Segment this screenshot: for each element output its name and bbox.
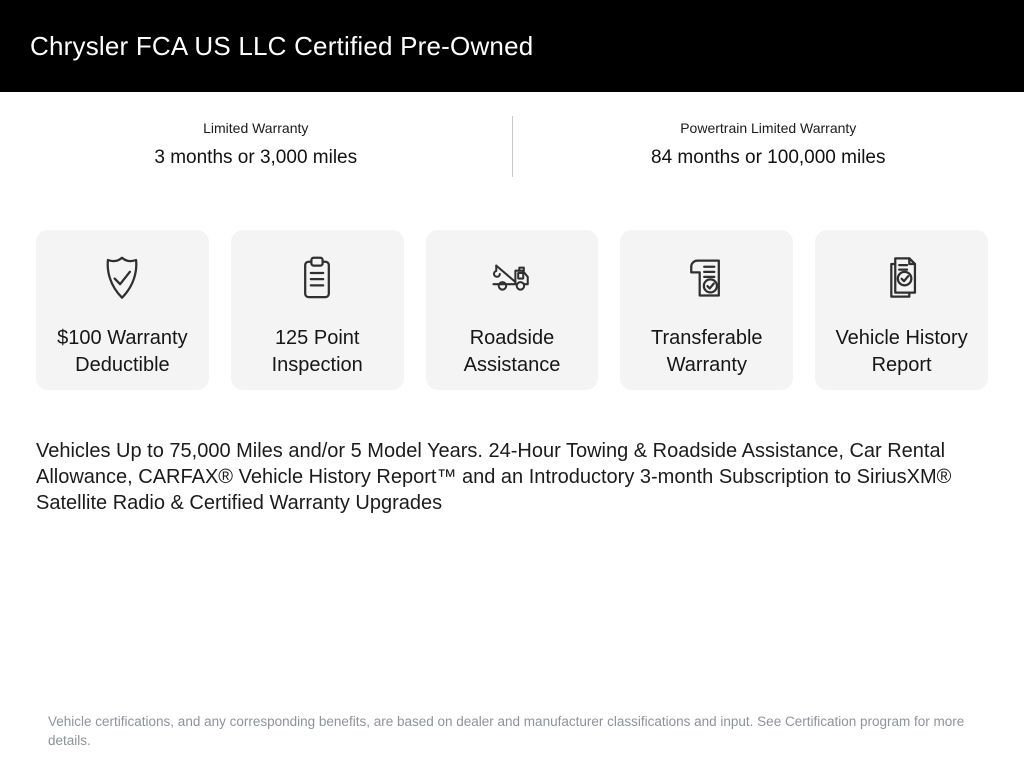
benefit-label: Roadside Assistance	[463, 327, 561, 376]
vertical-divider	[511, 116, 513, 177]
benefit-card-history: Vehicle History Report	[815, 230, 988, 390]
page-header: Chrysler FCA US LLC Certified Pre-Owned	[0, 0, 1024, 92]
benefit-card-transferable: Transferable Warranty	[620, 230, 794, 390]
shield-check-icon	[95, 249, 149, 307]
warranty-summary: Limited Warranty 3 months or 3,000 miles…	[0, 114, 1024, 179]
scroll-check-icon	[680, 249, 734, 307]
tow-truck-icon	[485, 249, 539, 307]
benefit-label: Transferable Warranty	[651, 327, 763, 376]
powertrain-warranty-label: Powertrain Limited Warranty	[680, 120, 857, 136]
powertrain-warranty-block: Powertrain Limited Warranty 84 months or…	[513, 114, 1024, 179]
limited-warranty-block: Limited Warranty 3 months or 3,000 miles	[0, 114, 512, 179]
limited-warranty-label: Limited Warranty	[203, 120, 309, 136]
benefit-label: 125 Point Inspection	[271, 327, 363, 376]
page-title: Chrysler FCA US LLC Certified Pre-Owned	[30, 30, 534, 61]
benefit-card-inspection: 125 Point Inspection	[230, 230, 404, 390]
benefit-card-deductible: $100 Warranty Deductible	[36, 230, 209, 390]
benefit-label: Vehicle History Report	[835, 327, 968, 376]
report-check-icon	[875, 249, 929, 307]
certification-disclaimer: Vehicle certifications, and any correspo…	[48, 714, 965, 748]
program-description: Vehicles Up to 75,000 Miles and/or 5 Mod…	[36, 440, 952, 514]
powertrain-warranty-value: 84 months or 100,000 miles	[651, 147, 886, 168]
limited-warranty-value: 3 months or 3,000 miles	[154, 147, 358, 168]
clipboard-icon	[290, 249, 344, 307]
benefit-label: $100 Warranty Deductible	[57, 327, 188, 376]
benefit-card-roadside: Roadside Assistance	[425, 230, 599, 390]
benefit-cards: $100 Warranty Deductible 125 Point Inspe…	[36, 230, 988, 390]
